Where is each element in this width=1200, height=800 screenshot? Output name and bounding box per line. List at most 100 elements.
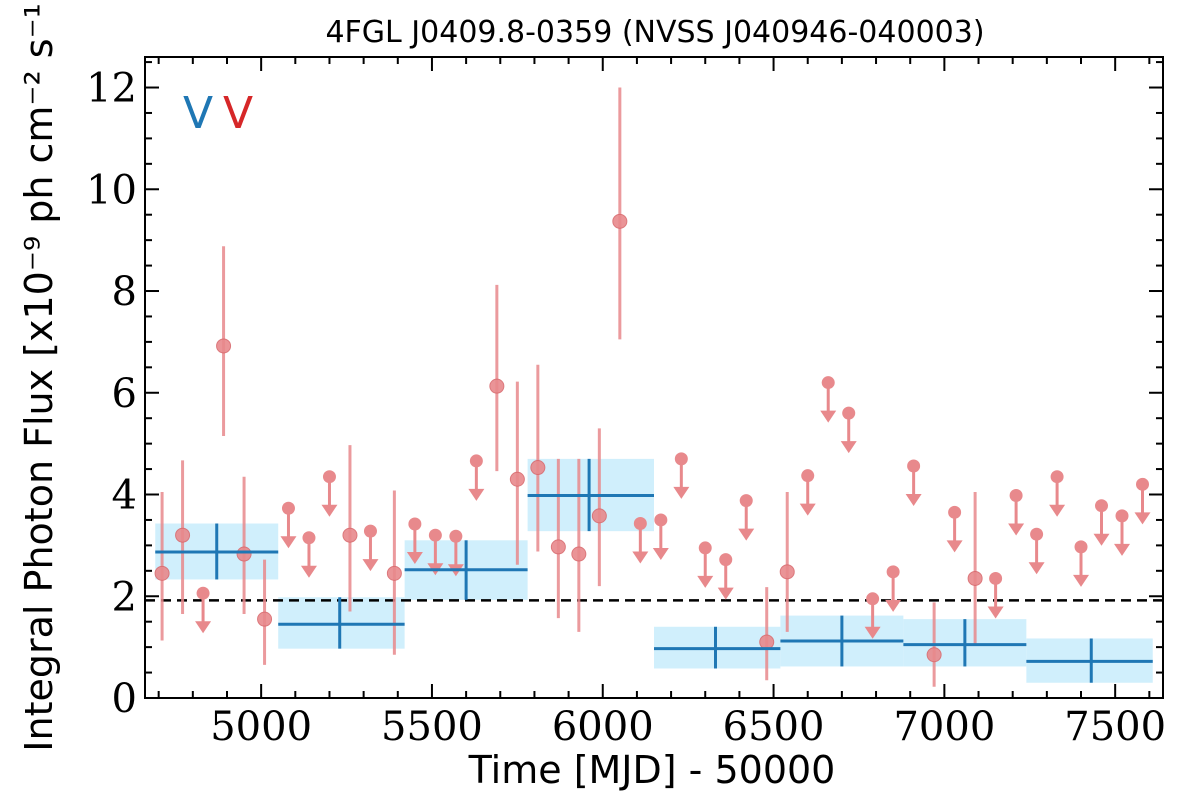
flux-point bbox=[509, 471, 525, 487]
flux-point bbox=[175, 527, 191, 543]
flux-point bbox=[550, 539, 566, 555]
y-tick-label: 2 bbox=[112, 574, 137, 620]
upper-limit-point bbox=[739, 494, 753, 508]
upper-limit-point bbox=[196, 586, 210, 600]
upper-limit-point bbox=[469, 454, 483, 468]
y-tick-label: 10 bbox=[86, 167, 137, 213]
upper-limit-point bbox=[302, 531, 316, 545]
flux-point bbox=[926, 647, 942, 663]
upper-limit-point bbox=[801, 469, 815, 483]
y-tick-label: 8 bbox=[112, 269, 137, 315]
upper-limit-point bbox=[989, 571, 1003, 585]
upper-limit-arrow bbox=[864, 626, 881, 639]
x-tick-label: 5000 bbox=[210, 704, 312, 750]
flux-point bbox=[386, 565, 402, 581]
upper-limit-point bbox=[948, 505, 962, 519]
upper-limit-point bbox=[363, 524, 377, 538]
y-tick-label: 4 bbox=[112, 473, 137, 519]
upper-limit-arrow bbox=[840, 441, 857, 454]
upper-limit-arrow bbox=[1073, 574, 1090, 587]
upper-limit-point bbox=[866, 592, 880, 606]
upper-limit-point bbox=[907, 459, 921, 473]
upper-limit-point bbox=[633, 517, 647, 531]
x-tick-label: 5500 bbox=[381, 704, 483, 750]
flux-point bbox=[530, 460, 546, 476]
upper-limit-point bbox=[842, 406, 856, 420]
legend-marker-label: V bbox=[223, 88, 253, 139]
upper-limit-point bbox=[1074, 540, 1088, 554]
upper-limit-arrow bbox=[738, 528, 755, 541]
x-tick-label: 6000 bbox=[552, 704, 654, 750]
upper-limit-arrow bbox=[717, 587, 734, 600]
upper-limit-arrow bbox=[697, 575, 714, 588]
upper-limit-point bbox=[449, 529, 463, 543]
y-tick-label: 12 bbox=[86, 66, 137, 112]
binned-flux-layer bbox=[155, 458, 1153, 683]
upper-limit-arrow bbox=[673, 486, 690, 499]
flux-point bbox=[236, 546, 252, 562]
upper-limit-point bbox=[1050, 470, 1064, 484]
legend-marker-label: V bbox=[183, 88, 213, 139]
flux-point bbox=[489, 378, 505, 394]
upper-limit-point bbox=[322, 470, 336, 484]
upper-limit-arrow bbox=[632, 551, 649, 564]
upper-limit-point bbox=[1136, 477, 1150, 491]
upper-limit-arrow bbox=[1093, 533, 1110, 546]
upper-limit-point bbox=[428, 528, 442, 542]
upper-limit-point bbox=[1009, 489, 1023, 503]
y-tick-label: 0 bbox=[112, 676, 137, 722]
flux-point bbox=[779, 564, 795, 580]
upper-limit-point bbox=[408, 517, 422, 531]
axes-layer: 5000 5500 6000 6500 7000 7500 0 2 4 6 8 10 12 bbox=[86, 56, 1166, 750]
flux-point bbox=[591, 508, 607, 524]
upper-limit-arrow bbox=[905, 494, 922, 507]
upper-limit-point bbox=[719, 553, 733, 567]
upper-limit-arrow bbox=[468, 488, 485, 501]
upper-limit-arrow bbox=[885, 599, 902, 612]
upper-limit-arrow bbox=[321, 504, 338, 517]
flux-points-layer bbox=[154, 87, 1151, 687]
upper-limit-point bbox=[674, 452, 688, 466]
upper-limit-point bbox=[1095, 499, 1109, 513]
flux-point bbox=[967, 570, 983, 586]
upper-limit-arrow bbox=[1134, 512, 1151, 525]
flux-point bbox=[154, 565, 170, 581]
upper-limit-arrow bbox=[300, 565, 317, 578]
x-tick-label: 6500 bbox=[723, 704, 825, 750]
upper-limit-point bbox=[1115, 509, 1129, 523]
upper-limit-arrow bbox=[652, 547, 669, 560]
upper-limit-arrow bbox=[946, 540, 963, 553]
x-tick-label: 7500 bbox=[1064, 704, 1166, 750]
upper-limit-arrow bbox=[1028, 562, 1045, 575]
upper-limit-arrow bbox=[1008, 523, 1025, 536]
y-tick-label: 6 bbox=[112, 371, 137, 417]
flux-point bbox=[612, 213, 628, 229]
upper-limit-point bbox=[821, 376, 835, 390]
plot-frame bbox=[144, 56, 1164, 699]
flux-point bbox=[759, 634, 775, 650]
upper-limit-arrow bbox=[406, 552, 423, 565]
flux-point bbox=[216, 338, 232, 354]
flux-point bbox=[257, 611, 273, 627]
upper-limit-arrow bbox=[195, 621, 212, 634]
upper-limit-arrow bbox=[362, 559, 379, 572]
upper-limit-point bbox=[886, 565, 900, 579]
upper-limit-arrow bbox=[799, 503, 816, 516]
upper-limit-arrow bbox=[280, 536, 297, 549]
x-tick-label: 7000 bbox=[893, 704, 995, 750]
x-axis-label: Time [MJD] - 50000 bbox=[468, 748, 836, 792]
upper-limit-point bbox=[698, 541, 712, 555]
upper-limit-arrow bbox=[987, 606, 1004, 619]
flux-point bbox=[342, 527, 358, 543]
chart-title: 4FGL J0409.8-0359 (NVSS J040946-040003) bbox=[325, 15, 984, 50]
upper-limit-arrow bbox=[1049, 504, 1066, 517]
y-axis-label: Integral Photon Flux [x10⁻⁹ ph cm⁻² s⁻¹] bbox=[17, 0, 61, 752]
upper-limit-arrow bbox=[820, 410, 837, 423]
upper-limit-point bbox=[654, 513, 668, 527]
flux-point bbox=[571, 546, 587, 562]
upper-limit-point bbox=[281, 501, 295, 515]
upper-limit-arrow bbox=[1114, 543, 1131, 556]
upper-limit-point bbox=[1030, 527, 1044, 541]
